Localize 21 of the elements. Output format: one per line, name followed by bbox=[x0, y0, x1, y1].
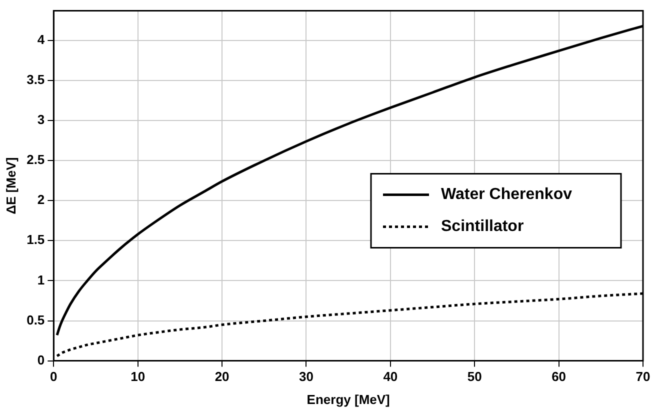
x-tick-label: 40 bbox=[383, 369, 398, 384]
y-tick-label: 3.5 bbox=[26, 72, 45, 88]
y-tick-label: 2.5 bbox=[26, 152, 45, 168]
x-tick-label: 60 bbox=[552, 369, 566, 384]
y-tick-label: 1.5 bbox=[26, 232, 45, 248]
y-tick-label: 1 bbox=[37, 272, 45, 288]
x-axis-title: Energy [MeV] bbox=[306, 392, 390, 407]
y-tick-label: 3 bbox=[37, 112, 45, 128]
x-tick-label: 0 bbox=[50, 369, 58, 384]
y-axis-title: ΔE [MeV] bbox=[3, 157, 18, 214]
x-tick-label: 50 bbox=[467, 369, 482, 384]
y-tick-label: 2 bbox=[37, 192, 45, 208]
y-tick-label: 0 bbox=[37, 352, 45, 368]
legend-label: Scintillator bbox=[441, 218, 524, 236]
x-tick-label: 20 bbox=[214, 369, 230, 384]
y-tick-label: 0.5 bbox=[26, 312, 45, 328]
x-tick-label: 30 bbox=[299, 369, 314, 384]
x-tick-label: 10 bbox=[130, 369, 146, 384]
y-tick-label: 4 bbox=[37, 32, 46, 48]
x-tick-label: 70 bbox=[636, 369, 650, 384]
legend-label: Water Cherenkov bbox=[441, 186, 572, 204]
